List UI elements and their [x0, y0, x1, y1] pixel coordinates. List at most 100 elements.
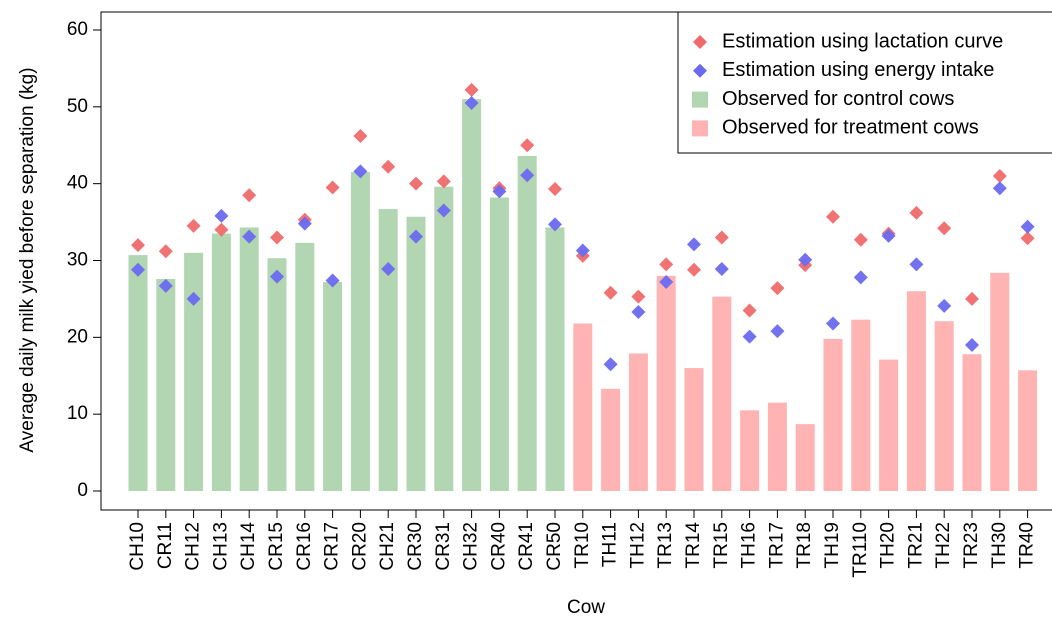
- bar: [517, 156, 537, 492]
- x-tick-label: TH11: [600, 522, 621, 567]
- point: [520, 138, 535, 153]
- point: [186, 218, 201, 233]
- point: [659, 257, 674, 272]
- bar: [601, 388, 621, 491]
- y-tick-label: 60: [67, 19, 88, 40]
- x-tick-label: CH10: [127, 522, 148, 571]
- point: [131, 262, 145, 277]
- point: [158, 244, 173, 259]
- x-tick-label: CR11: [155, 522, 176, 569]
- x-tick-label: CH14: [238, 522, 259, 571]
- point: [909, 257, 924, 272]
- point: [937, 221, 952, 236]
- bar: [740, 410, 760, 491]
- x-tick-label: TR21: [905, 522, 926, 568]
- y-tick-label: 50: [67, 96, 88, 117]
- bar: [934, 321, 954, 491]
- x-tick-label: CH21: [377, 522, 398, 571]
- point: [353, 129, 368, 144]
- bar: [406, 216, 426, 491]
- point: [436, 174, 451, 189]
- bar: [462, 99, 482, 492]
- y-tick-label: 20: [67, 326, 88, 347]
- point: [520, 168, 535, 183]
- x-tick-label: TR18: [794, 522, 815, 568]
- bar: [990, 272, 1010, 491]
- x-tick-label: TR23: [961, 522, 982, 568]
- point: [436, 203, 451, 218]
- bar: [795, 424, 815, 491]
- x-tick-label: TH20: [878, 522, 899, 568]
- point: [353, 164, 368, 179]
- point: [714, 261, 729, 276]
- bar: [239, 227, 259, 491]
- legend-label: Observed for control cows: [722, 88, 954, 110]
- x-tick-label: TR17: [766, 522, 787, 568]
- point: [1020, 219, 1035, 234]
- point: [937, 298, 952, 313]
- point: [131, 238, 145, 253]
- point: [965, 291, 979, 306]
- x-tick-label: CH32: [461, 522, 482, 571]
- point: [603, 357, 618, 372]
- x-tick-label: CR41: [516, 522, 537, 571]
- point: [548, 217, 562, 232]
- point: [1020, 231, 1035, 246]
- point: [409, 229, 423, 244]
- x-tick-label: CR20: [349, 522, 370, 571]
- legend-marker: [693, 35, 707, 49]
- legend-box: [677, 11, 1052, 154]
- point: [770, 324, 785, 339]
- bar: [545, 227, 565, 491]
- point: [742, 329, 757, 344]
- bar: [156, 278, 176, 491]
- point: [270, 269, 284, 284]
- point: [853, 232, 868, 247]
- bar: [628, 353, 648, 491]
- x-tick-label: TR110: [850, 522, 871, 578]
- point: [492, 184, 507, 199]
- y-axis-label: Average daily milk yied before separatio…: [17, 67, 38, 452]
- x-tick-label: CR17: [322, 522, 343, 571]
- x-tick-label: TH19: [822, 522, 843, 568]
- point: [631, 289, 646, 304]
- point: [242, 229, 257, 244]
- point: [687, 237, 701, 252]
- bar: [823, 338, 843, 491]
- x-tick-label: TR10: [572, 522, 593, 568]
- bar: [378, 209, 398, 491]
- point: [381, 261, 396, 276]
- legend: Estimation using lactation curve Estimati…: [677, 11, 1052, 154]
- bar: [434, 186, 454, 492]
- legend-marker: [692, 91, 708, 108]
- legend-label: Observed for treatment cows: [722, 117, 979, 139]
- x-tick-label: TR14: [683, 522, 704, 569]
- x-tick-label: CR40: [488, 522, 509, 571]
- bar: [851, 319, 871, 491]
- bar: [267, 258, 287, 491]
- bar: [489, 197, 509, 491]
- bar: [128, 255, 148, 491]
- x-tick-label: TH12: [627, 522, 648, 568]
- x-tick-label: CR30: [405, 522, 426, 571]
- legend-marker: [693, 63, 707, 78]
- x-tick-label: TR40: [1017, 522, 1038, 568]
- legend-label: Estimation using lactation curve: [722, 30, 1003, 52]
- point: [992, 168, 1007, 183]
- point: [464, 95, 479, 110]
- point: [826, 209, 840, 224]
- bar: [323, 282, 343, 491]
- x-tick-label: TH16: [739, 522, 760, 568]
- point: [214, 208, 229, 223]
- point: [826, 316, 840, 331]
- x-tick-label: CH12: [183, 522, 204, 571]
- point: [242, 188, 257, 203]
- bar: [656, 275, 676, 491]
- point: [186, 291, 201, 306]
- x-tick-label: CH13: [210, 522, 231, 571]
- point: [381, 159, 396, 174]
- point: [714, 230, 729, 245]
- y-tick-label: 40: [67, 173, 88, 194]
- bar: [184, 252, 204, 491]
